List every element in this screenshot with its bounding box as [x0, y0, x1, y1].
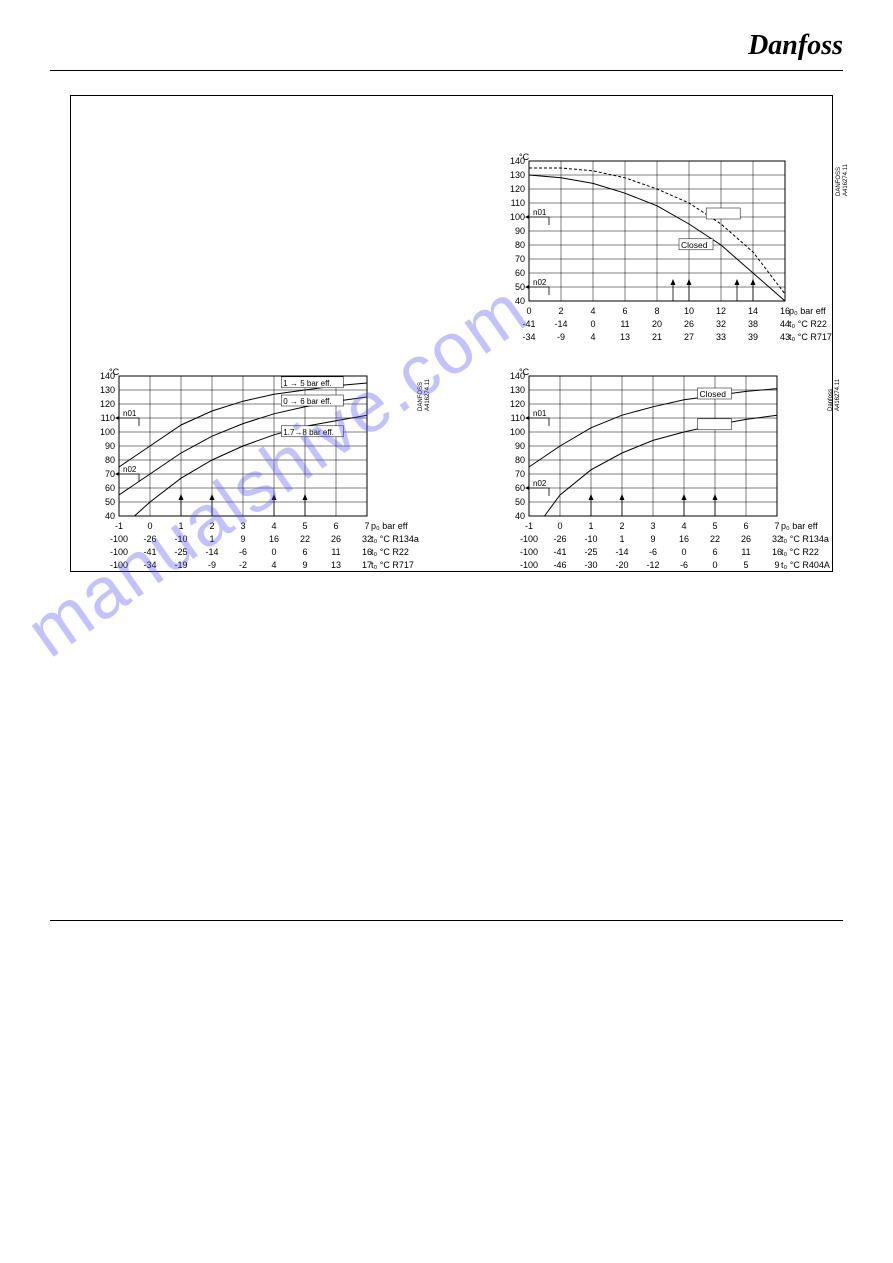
svg-text:50: 50 — [105, 497, 115, 507]
svg-text:60: 60 — [515, 268, 525, 278]
header-divider — [50, 70, 843, 71]
svg-text:n02: n02 — [123, 465, 137, 474]
svg-text:40: 40 — [515, 296, 525, 306]
svg-text:60: 60 — [105, 483, 115, 493]
svg-text:°C: °C — [109, 367, 120, 377]
svg-text:n01: n01 — [533, 409, 547, 418]
svg-text:A416274.11: A416274.11 — [835, 378, 841, 411]
chart-bottom-right: 405060708090100110120130140°Cn01n02OpenC… — [501, 366, 847, 521]
svg-text:100: 100 — [100, 427, 115, 437]
svg-text:130: 130 — [510, 170, 525, 180]
svg-text:130: 130 — [510, 385, 525, 395]
svg-text:70: 70 — [515, 254, 525, 264]
svg-text:n02: n02 — [533, 479, 547, 488]
svg-text:80: 80 — [105, 455, 115, 465]
svg-text:120: 120 — [510, 399, 525, 409]
svg-text:110: 110 — [101, 413, 115, 423]
svg-text:0 → 6 bar eff.: 0 → 6 bar eff. — [283, 397, 331, 406]
svg-text:90: 90 — [515, 441, 525, 451]
svg-text:100: 100 — [510, 427, 525, 437]
svg-text:°C: °C — [519, 152, 530, 162]
svg-text:120: 120 — [510, 184, 525, 194]
svg-text:60: 60 — [515, 483, 525, 493]
svg-text:110: 110 — [511, 413, 525, 423]
svg-text:Closed: Closed — [681, 240, 708, 250]
svg-text:110: 110 — [511, 198, 525, 208]
svg-text:40: 40 — [515, 511, 525, 521]
svg-text:80: 80 — [515, 455, 525, 465]
svg-text:80: 80 — [515, 240, 525, 250]
svg-text:Danfoss: Danfoss — [828, 389, 834, 411]
svg-text:DANFOSS: DANFOSS — [836, 167, 842, 196]
svg-text:DANFOSS: DANFOSS — [418, 382, 424, 411]
footer-divider — [50, 920, 843, 921]
svg-text:1 → 5 bar eff.: 1 → 5 bar eff. — [283, 379, 331, 388]
svg-text:50: 50 — [515, 497, 525, 507]
svg-text:A416274.11: A416274.11 — [843, 163, 849, 196]
svg-text:Closed: Closed — [700, 389, 727, 399]
brand-logo: Danfoss — [748, 30, 843, 62]
svg-text:1.7→8 bar eff.: 1.7→8 bar eff. — [283, 428, 334, 437]
svg-text:n01: n01 — [533, 208, 547, 217]
svg-text:100: 100 — [510, 212, 525, 222]
svg-text:°C: °C — [519, 367, 530, 377]
svg-text:130: 130 — [100, 385, 115, 395]
svg-text:70: 70 — [515, 469, 525, 479]
svg-text:n01: n01 — [123, 409, 137, 418]
content-frame: 405060708090100110120130140°Cn01n02OpenC… — [70, 95, 833, 572]
svg-text:120: 120 — [100, 399, 115, 409]
svg-text:50: 50 — [515, 282, 525, 292]
svg-text:90: 90 — [515, 226, 525, 236]
chart-top-right: 405060708090100110120130140°Cn01n02OpenC… — [501, 151, 855, 306]
chart-bottom-left: 405060708090100110120130140°Cn01n021 → 5… — [91, 366, 437, 521]
svg-text:90: 90 — [105, 441, 115, 451]
svg-text:n02: n02 — [533, 278, 547, 287]
svg-text:A416274.11: A416274.11 — [425, 378, 431, 411]
svg-text:40: 40 — [105, 511, 115, 521]
svg-text:70: 70 — [105, 469, 115, 479]
